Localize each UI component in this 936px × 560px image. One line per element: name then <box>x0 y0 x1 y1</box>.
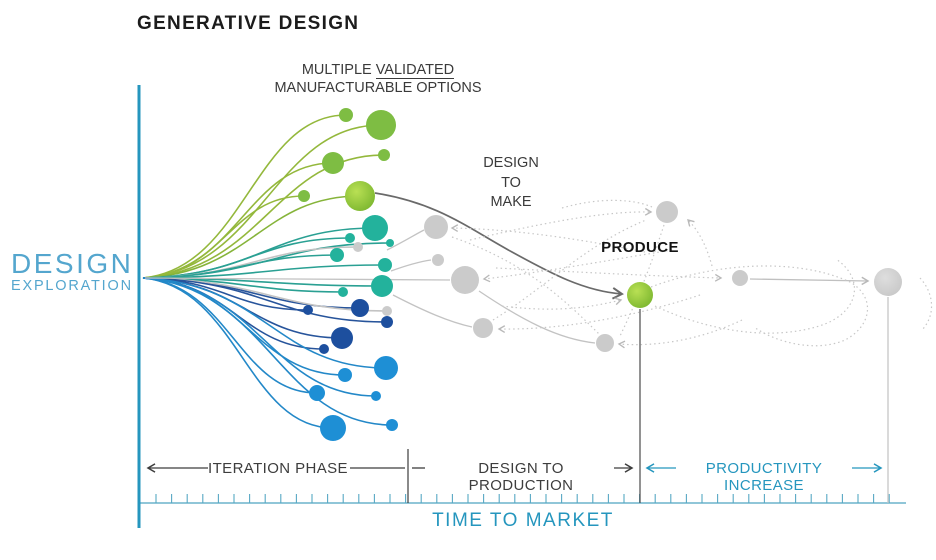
fan-curve <box>142 154 385 279</box>
design-option-dot <box>339 108 353 122</box>
design-option-dot <box>345 181 375 211</box>
iteration-dotted-path <box>469 207 653 241</box>
design-option-dot <box>366 110 396 140</box>
design-to-make-curve <box>374 192 624 300</box>
design-option-dot <box>330 248 344 262</box>
iteration-phase-label: ITERATION PHASE <box>208 460 348 477</box>
to-end-node-arrow <box>749 276 870 286</box>
design-option-dot <box>362 215 388 241</box>
design-option-dot <box>338 368 352 382</box>
iteration-gray-dot <box>732 270 748 286</box>
iteration-dotted-layer <box>450 199 933 349</box>
iteration-dotted-path <box>482 249 673 283</box>
iteration-dotted-path <box>561 199 653 209</box>
iteration-gray-dot <box>596 334 614 352</box>
iteration-dotted-path <box>495 267 723 282</box>
iteration-gray-dot <box>432 254 444 266</box>
validated-underlined-text: VALIDATED <box>375 62 455 79</box>
design-option-dot <box>319 344 329 354</box>
iteration-dotted-path <box>650 265 868 347</box>
design-option-dot <box>345 233 355 243</box>
fan-curves-layer <box>142 114 870 429</box>
design-option-dot <box>351 299 369 317</box>
design-option-dot <box>298 190 310 202</box>
design-exploration-axis-label: DESIGN EXPLORATION <box>11 248 134 294</box>
design-option-dot <box>386 419 398 431</box>
design-option-dot <box>378 149 390 161</box>
design-option-dot <box>386 239 394 247</box>
iteration-gray-dot <box>656 201 678 223</box>
fan-curve <box>142 277 388 323</box>
design-option-dot <box>374 356 398 380</box>
design-option-dot <box>371 275 393 297</box>
multiple-validated-options-label: MULTIPLE VALIDATED MANUFACTURABLE OPTION… <box>256 61 500 97</box>
design-option-dots-layer <box>298 108 902 441</box>
iteration-gray-dot <box>424 215 448 239</box>
iteration-dotted-path <box>617 319 743 349</box>
iteration-dotted-path <box>654 258 856 334</box>
produce-label: PRODUCE <box>601 239 679 256</box>
iteration-dotted-path <box>919 277 933 331</box>
fan-curve <box>142 195 361 279</box>
gray-connector <box>386 229 425 251</box>
design-option-dot <box>353 242 363 252</box>
design-option-dot <box>303 305 313 315</box>
iteration-dotted-path <box>450 224 646 253</box>
design-option-dot <box>381 316 393 328</box>
iteration-dotted-path <box>492 219 647 321</box>
fan-curve <box>142 277 334 429</box>
gray-connector <box>478 290 596 344</box>
design-option-dot <box>331 327 353 349</box>
gray-connector <box>144 277 451 281</box>
gray-connector <box>392 294 473 328</box>
design-to-production-label: DESIGN TO PRODUCTION <box>468 460 574 494</box>
gray-connector <box>390 259 432 272</box>
fan-curve <box>142 254 338 279</box>
fan-curve <box>142 124 382 279</box>
iteration-dotted-path <box>451 236 600 335</box>
design-option-dot <box>371 391 381 401</box>
options-line2: MANUFACTURABLE OPTIONS <box>274 80 482 96</box>
iteration-dotted-path <box>497 294 701 334</box>
design-option-dot <box>309 385 325 401</box>
axis-layer <box>137 85 906 528</box>
design-option-dot <box>382 306 392 316</box>
iteration-dotted-path <box>687 219 713 267</box>
fan-curve <box>142 277 387 369</box>
productivity-increase-label: PRODUCTIVITY INCREASE <box>705 460 823 494</box>
design-option-dot <box>378 258 392 272</box>
produce-dot <box>627 282 653 308</box>
design-to-make-label: DESIGN TO MAKE <box>483 155 539 210</box>
options-line1: MULTIPLE VALIDATED <box>301 62 455 79</box>
fan-curve <box>142 114 347 279</box>
fan-curve <box>142 277 393 426</box>
page-title: GENERATIVE DESIGN <box>137 13 360 34</box>
design-option-dot <box>320 415 346 441</box>
design-option-dot <box>322 152 344 174</box>
fan-curve <box>142 264 386 279</box>
end-milestone-dot <box>874 268 902 296</box>
iteration-gray-dot <box>473 318 493 338</box>
design-option-dot <box>338 287 348 297</box>
time-to-market-axis-label: TIME TO MARKET <box>432 510 614 531</box>
iteration-gray-dot <box>451 266 479 294</box>
fan-curve <box>142 195 305 279</box>
